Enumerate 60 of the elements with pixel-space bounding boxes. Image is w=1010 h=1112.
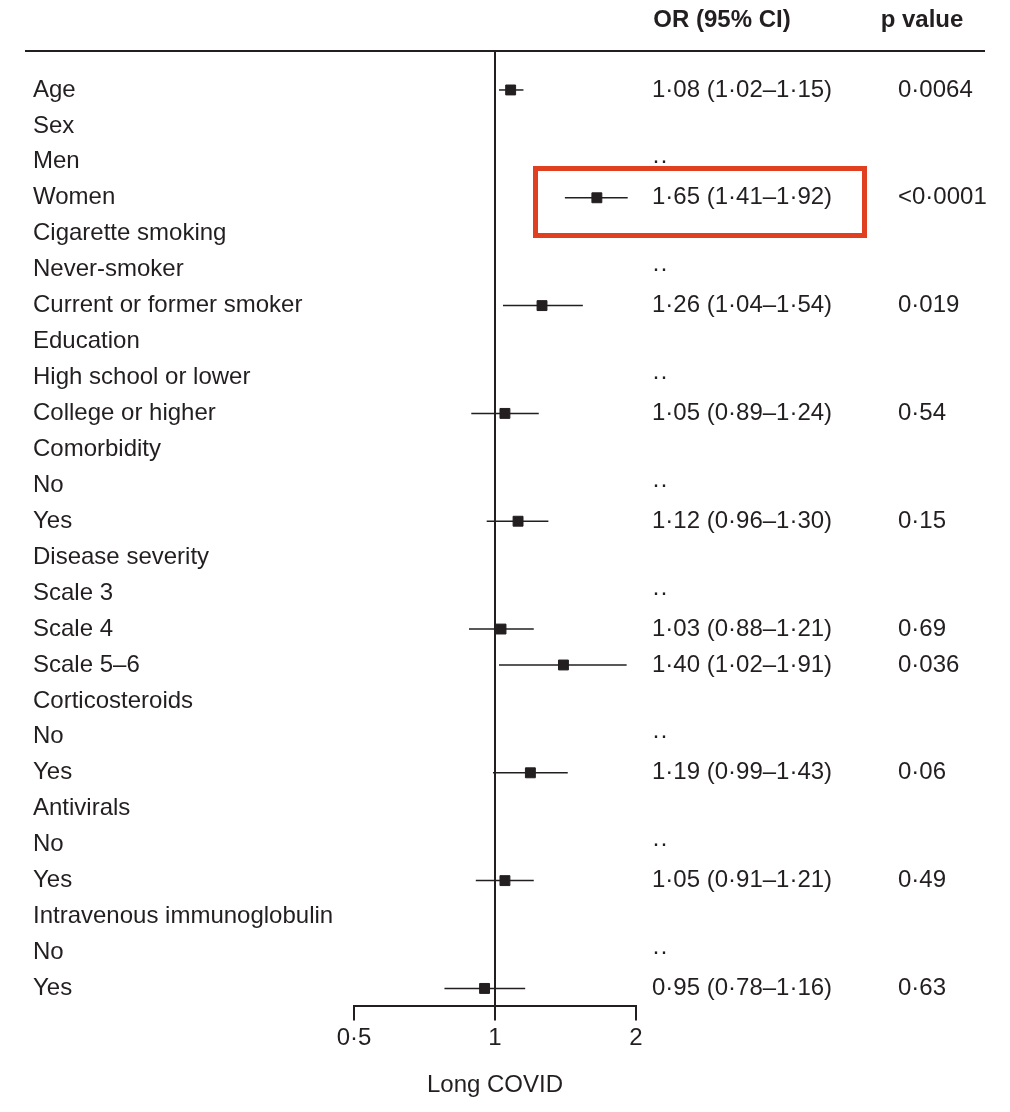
data-label: 1·26 (1·04–1·54) bbox=[652, 290, 833, 318]
text: 0·15 bbox=[898, 505, 947, 533]
text: 0·06 bbox=[898, 757, 947, 785]
x-tick-label: 1 bbox=[488, 1023, 502, 1051]
y-tick-label: No bbox=[33, 721, 64, 749]
data-label: 1·40 (1·02–1·91) bbox=[652, 649, 833, 677]
text: 0·69 bbox=[898, 613, 947, 641]
text: ·· bbox=[652, 829, 668, 857]
text: ·· bbox=[652, 146, 668, 174]
y-tick-label: College or higher bbox=[33, 398, 216, 426]
y-tick-label: Scale 4 bbox=[33, 613, 114, 641]
y-tick-label: High school or lower bbox=[33, 362, 251, 390]
y-tick-label: No bbox=[33, 937, 64, 965]
y-tick-label: Current or former smoker bbox=[33, 290, 303, 318]
data-label: 0·95 (0·78–1·16) bbox=[652, 973, 833, 1001]
y-tick-label: Men bbox=[33, 146, 80, 174]
text: ·· bbox=[652, 721, 668, 749]
y-tick-label: Yes bbox=[33, 865, 73, 893]
y-tick-label: Education bbox=[33, 326, 140, 354]
x-axis-title: Long COVID bbox=[426, 1070, 564, 1098]
y-tick-label: Cigarette smoking bbox=[33, 218, 227, 246]
text: ·· bbox=[652, 469, 668, 497]
text: 0·019 bbox=[898, 290, 960, 318]
y-tick-label: Sex bbox=[33, 110, 75, 138]
text: ·· bbox=[652, 362, 668, 390]
y-tick-label: Yes bbox=[33, 757, 73, 785]
text: ·· bbox=[652, 254, 668, 282]
text: 0·63 bbox=[898, 973, 947, 1001]
y-tick-label: Yes bbox=[33, 505, 73, 533]
x-tick-label: 2 bbox=[629, 1023, 643, 1051]
y-tick-label: Antivirals bbox=[33, 793, 131, 821]
text: ·· bbox=[652, 937, 668, 965]
y-tick-label: Women bbox=[33, 182, 116, 210]
data-label: 1·08 (1·02–1·15) bbox=[652, 74, 833, 102]
y-tick-label: Never-smoker bbox=[33, 254, 184, 282]
data-label: 1·12 (0·96–1·30) bbox=[652, 505, 833, 533]
data-label: 1·03 (0·88–1·21) bbox=[652, 613, 833, 641]
x-tick-label: 0·5 bbox=[336, 1023, 372, 1051]
y-tick-label: Scale 3 bbox=[33, 577, 114, 605]
data-label: 1·19 (0·99–1·43) bbox=[652, 757, 833, 785]
y-tick-label: Comorbidity bbox=[33, 433, 162, 461]
text: ·· bbox=[652, 577, 668, 605]
y-tick-label: Intravenous immunoglobulin bbox=[33, 901, 334, 929]
text: <0·0001 bbox=[898, 182, 987, 210]
text: 0·036 bbox=[898, 649, 960, 677]
data-label: 1·05 (0·91–1·21) bbox=[652, 865, 833, 893]
data-label: 1·65 (1·41–1·92) bbox=[652, 182, 833, 210]
text: OR (95% CI) bbox=[653, 4, 791, 32]
y-tick-label: Corticosteroids bbox=[33, 685, 194, 713]
y-tick-label: Age bbox=[33, 74, 76, 102]
y-tick-label: Yes bbox=[33, 973, 73, 1001]
text: 0·54 bbox=[898, 398, 947, 426]
y-tick-label: No bbox=[33, 469, 64, 497]
y-tick-label: Disease severity bbox=[33, 541, 210, 569]
y-tick-label: Scale 5–6 bbox=[33, 649, 140, 677]
text: p value bbox=[880, 4, 964, 32]
text: 0·0064 bbox=[898, 74, 973, 102]
text: 0·49 bbox=[898, 865, 947, 893]
y-tick-label: No bbox=[33, 829, 64, 857]
data-label: 1·05 (0·89–1·24) bbox=[652, 398, 833, 426]
